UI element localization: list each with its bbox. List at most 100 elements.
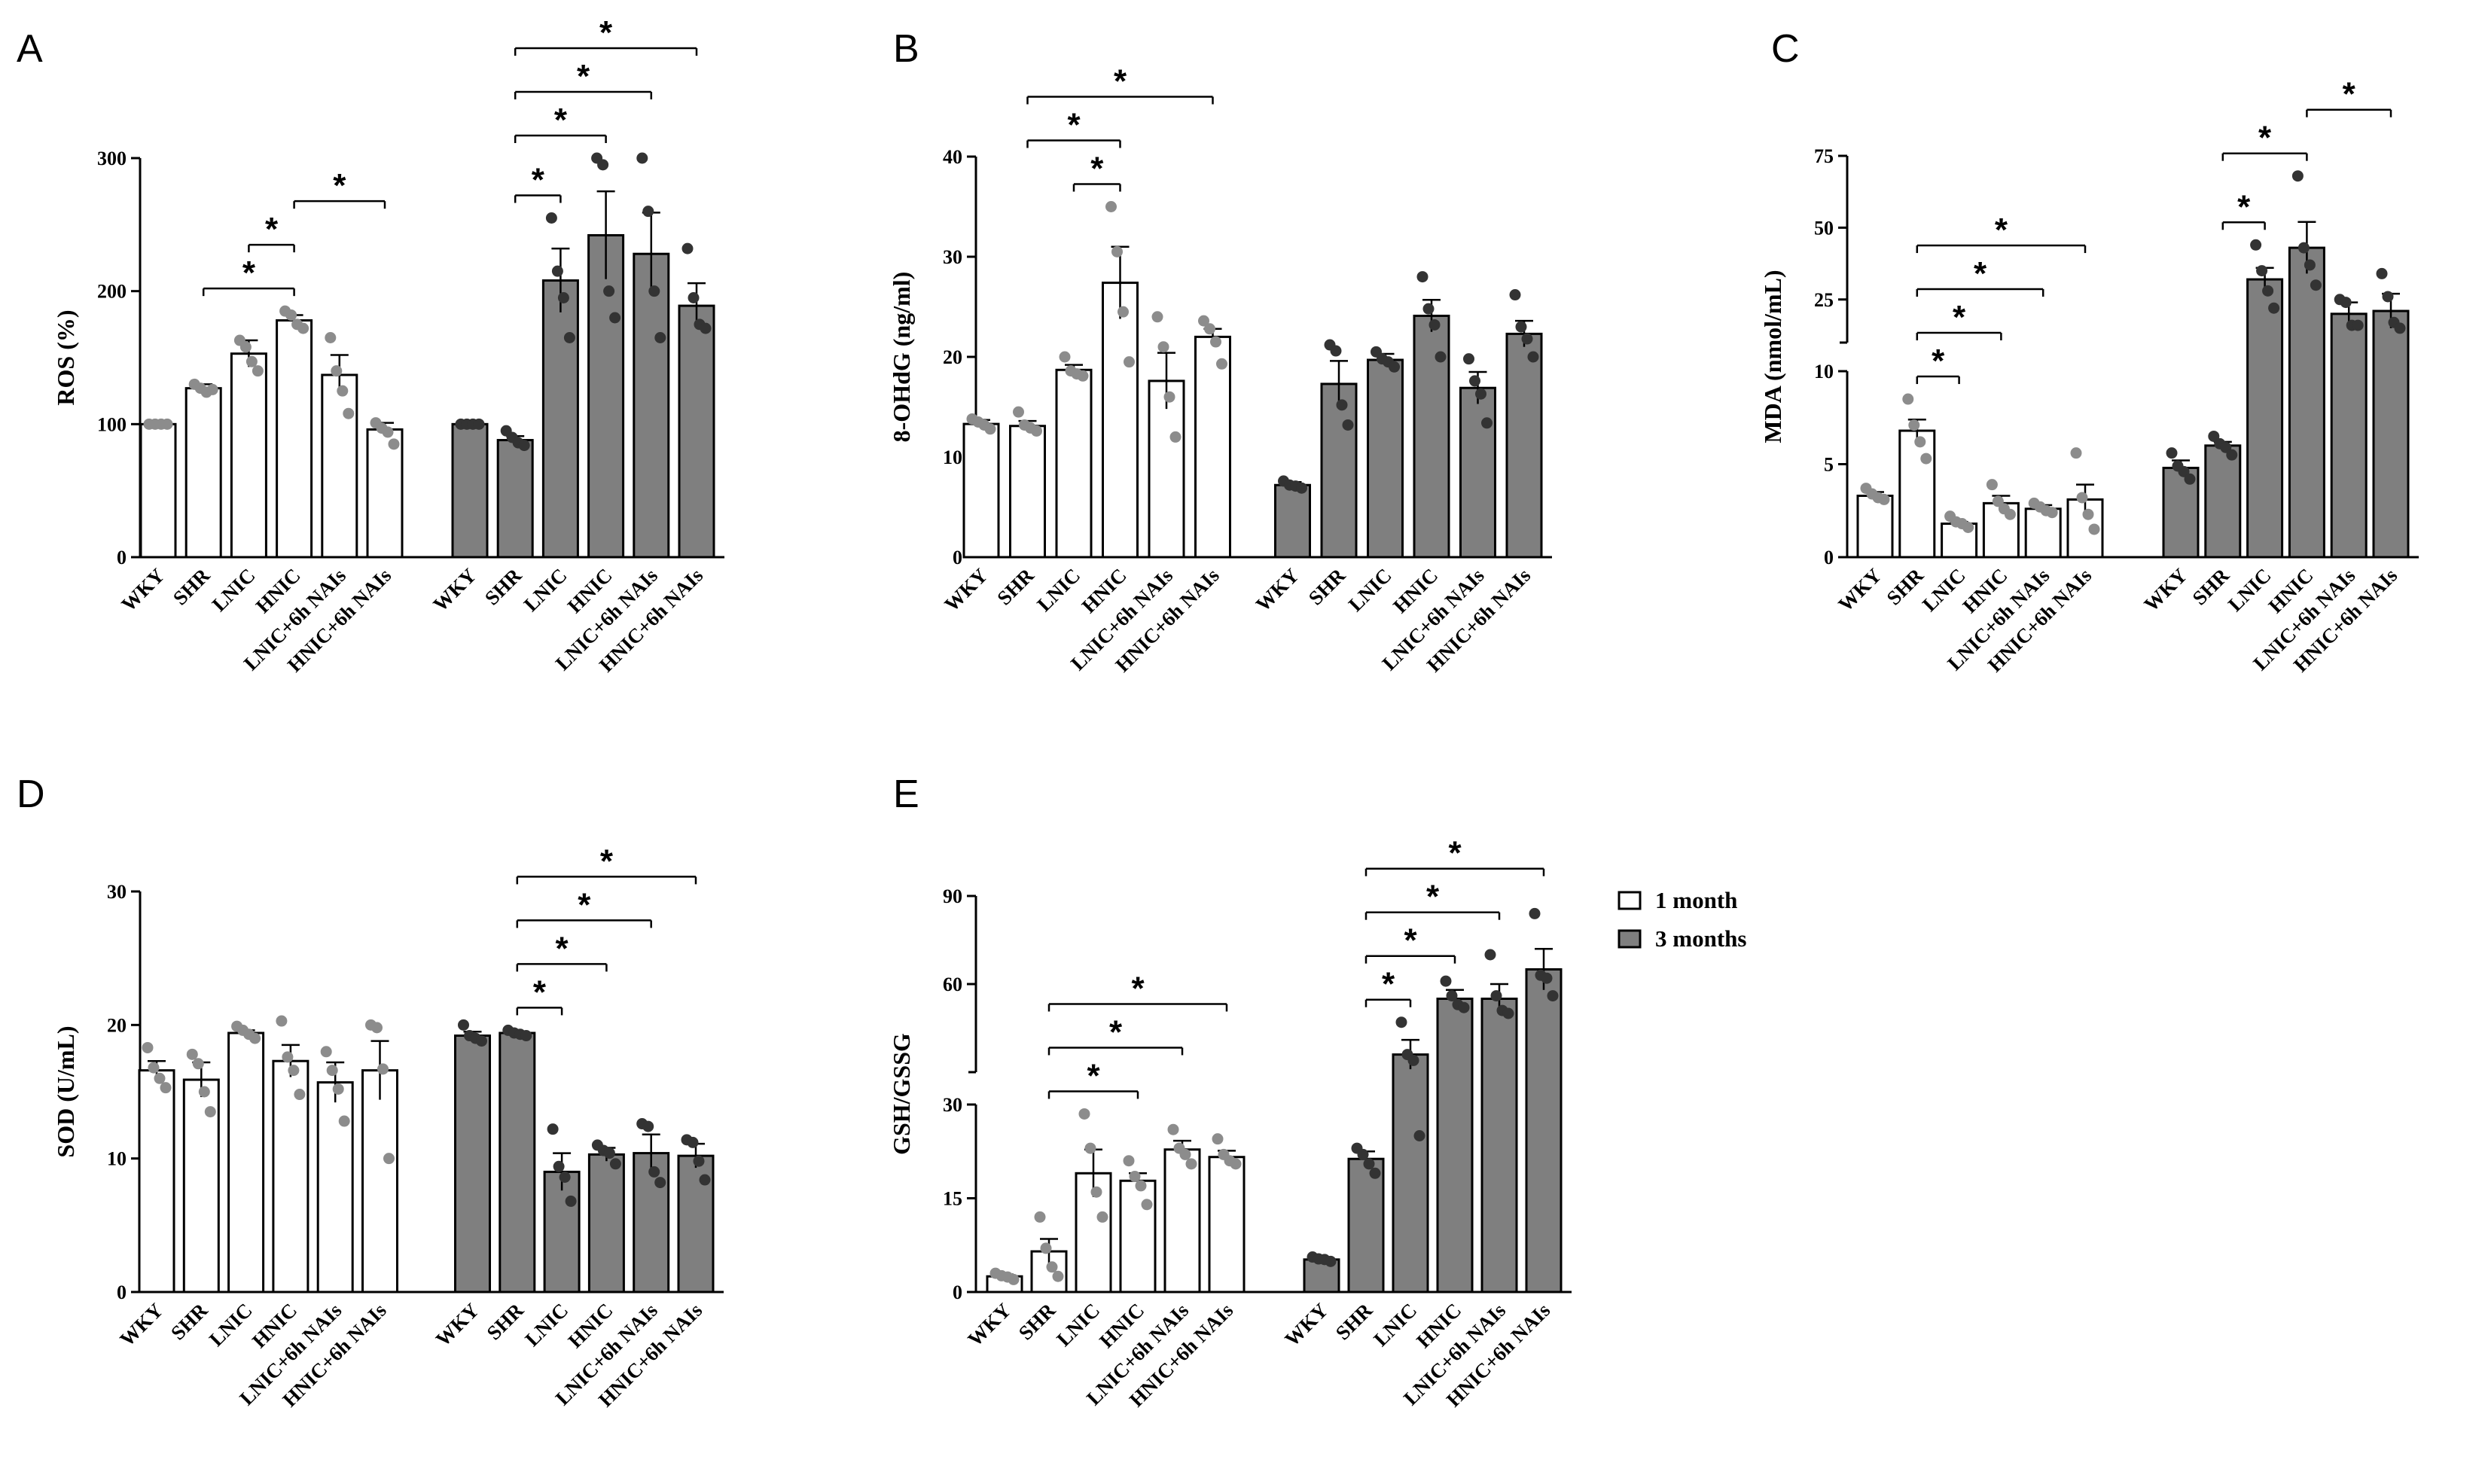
data-point: [377, 1063, 389, 1075]
bar-1-month: [276, 319, 313, 559]
x-category-label: LNIC: [205, 1299, 257, 1351]
panel-letter: C: [1771, 27, 1800, 71]
bar-3-months: [1480, 998, 1518, 1294]
x-category-label: SHR: [1014, 1299, 1060, 1345]
bar-3-months: [451, 422, 489, 559]
data-point: [148, 1062, 160, 1074]
y-axis-label: 8-OHdG (ng/ml): [888, 272, 915, 443]
x-category-label: WKY: [963, 1299, 1015, 1351]
y-tick-label: 0: [117, 1281, 127, 1303]
x-category-label: LNIC: [1369, 1299, 1421, 1351]
data-point: [1077, 370, 1089, 382]
significance-star: *: [1109, 1013, 1123, 1050]
y-tick-label: 30: [107, 881, 127, 903]
data-point: [331, 365, 343, 377]
significance-star: *: [1953, 299, 1966, 336]
data-point: [2004, 508, 2016, 520]
y-tick-label: 75: [1814, 145, 1834, 167]
legend-label-1-month: 1 month: [1655, 887, 1737, 913]
data-point: [1509, 289, 1521, 301]
significance-star: *: [600, 843, 614, 879]
data-point: [1986, 479, 1998, 491]
data-point: [343, 407, 355, 419]
y-tick-label: 0: [117, 547, 127, 568]
data-point: [337, 385, 349, 397]
data-point: [1031, 425, 1042, 437]
data-point: [473, 418, 485, 430]
significance-star: *: [2237, 188, 2251, 225]
bar-1-month: [1194, 335, 1231, 559]
data-point: [1325, 1255, 1337, 1267]
data-point: [1521, 333, 1533, 345]
data-point: [161, 418, 173, 430]
data-point: [1046, 1261, 1058, 1273]
y-tick-label: 60: [943, 974, 962, 995]
significance-star: *: [265, 211, 279, 248]
y-tick-label: 0: [953, 547, 962, 568]
significance-star: *: [1382, 966, 1395, 1003]
bar-1-month: [1102, 282, 1139, 559]
data-point: [476, 1035, 487, 1047]
data-point: [1157, 341, 1169, 353]
data-point: [1962, 521, 1974, 533]
bar-1-month: [1009, 425, 1046, 559]
data-point: [1210, 336, 1221, 348]
data-point: [603, 285, 615, 297]
bar-3-months: [587, 1153, 625, 1294]
significance-star: *: [1932, 343, 1945, 379]
data-point: [565, 1195, 577, 1207]
data-point: [1212, 1133, 1224, 1145]
y-tick-label: 30: [943, 1094, 962, 1116]
legend-swatch-3-months: [1618, 929, 1642, 949]
significance-star: *: [333, 167, 346, 204]
significance-star: *: [577, 58, 590, 95]
bar-3-months: [633, 252, 670, 559]
data-point: [1141, 1199, 1153, 1211]
x-category-label: SHR: [1331, 1299, 1377, 1345]
data-point: [2076, 492, 2088, 504]
data-point: [206, 383, 218, 395]
bar-3-months: [454, 1035, 491, 1294]
significance-star: *: [532, 162, 545, 199]
data-point: [2226, 449, 2238, 461]
data-point: [984, 423, 996, 435]
bar-1-month: [321, 373, 358, 559]
data-point: [154, 1072, 166, 1084]
data-point: [142, 1041, 154, 1053]
data-point: [553, 1160, 565, 1172]
x-category-label: LNIC: [520, 564, 572, 616]
significance-star: *: [1448, 835, 1462, 872]
data-point: [1435, 351, 1447, 363]
data-point: [1034, 1211, 1046, 1223]
significance-star: *: [1114, 63, 1127, 100]
x-category-label: WKY: [117, 564, 169, 616]
data-point: [294, 1089, 306, 1101]
x-category-label: LNIC: [1052, 1299, 1104, 1351]
data-point: [1389, 361, 1400, 373]
data-point: [547, 1123, 559, 1135]
significance-star: *: [1974, 255, 1987, 292]
y-tick-label: 10: [1814, 361, 1834, 382]
x-category-label: SHR: [480, 564, 526, 610]
data-point: [1369, 1167, 1381, 1179]
data-point: [186, 1048, 198, 1060]
data-point: [1484, 949, 1496, 961]
data-point: [1167, 1123, 1179, 1135]
data-point: [1151, 311, 1163, 323]
data-point: [1529, 907, 1541, 919]
bar-1-month: [1208, 1156, 1246, 1294]
data-point: [1169, 431, 1182, 443]
data-point: [2297, 242, 2310, 254]
legend: 1 month 3 months: [1618, 887, 1746, 952]
significance-star: *: [556, 930, 569, 967]
data-point: [1185, 1158, 1197, 1170]
bar-3-months: [1413, 314, 1450, 559]
data-point: [320, 1046, 332, 1058]
bar-3-months: [2246, 278, 2284, 559]
y-tick-label: 0: [1824, 547, 1834, 568]
chart-panel-e: E015306090GSH/GSSGWKYSHRLNICHNICLNIC+6h …: [888, 772, 1572, 1411]
data-point: [1502, 1007, 1514, 1019]
